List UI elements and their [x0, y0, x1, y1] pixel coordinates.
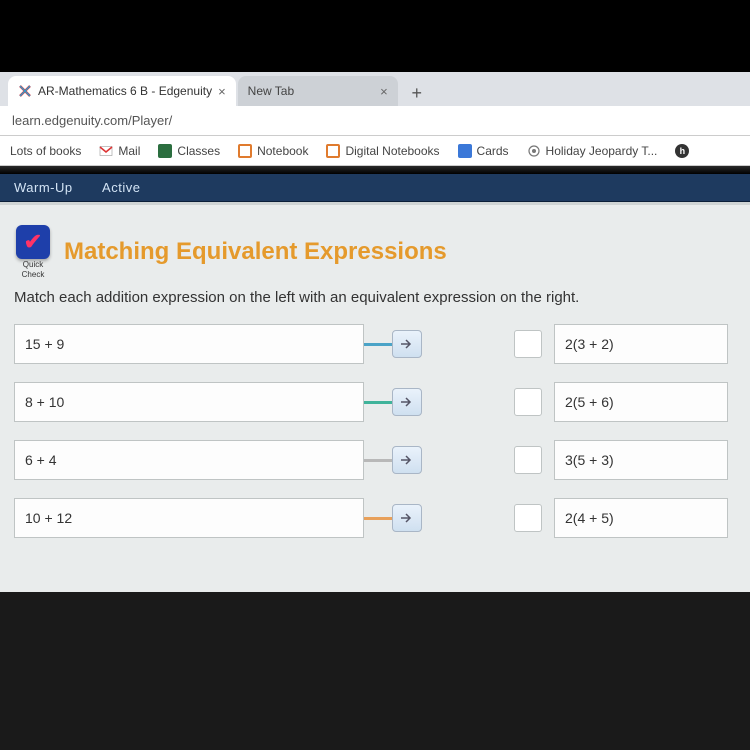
checkmark-icon: ✔: [24, 229, 42, 255]
bookmark-label: Cards: [477, 144, 509, 158]
right-expression[interactable]: 2(4 + 5): [554, 498, 728, 538]
url-text: learn.edgenuity.com/Player/: [12, 113, 172, 128]
generic-favicon: [527, 144, 541, 158]
bezel-divider: [0, 166, 750, 174]
classes-icon: [158, 144, 172, 158]
heading-row: ✔ Quick Check Matching Equivalent Expres…: [16, 225, 738, 279]
app-shell: Warm-Up Active ✔ Quick Check Matching Eq…: [0, 174, 750, 592]
left-expression[interactable]: 10 + 12: [14, 498, 364, 538]
gmail-icon: [99, 144, 113, 158]
lesson-nav: Warm-Up Active: [0, 174, 750, 202]
arrow-right-icon: [400, 338, 414, 350]
arrow-right-icon: [400, 396, 414, 408]
browser-chrome: AR-Mathematics 6 B - Edgenuity × New Tab…: [0, 72, 750, 166]
match-arrow-button[interactable]: [392, 388, 422, 416]
right-expression[interactable]: 2(5 + 6): [554, 382, 728, 422]
address-bar[interactable]: learn.edgenuity.com/Player/: [0, 106, 750, 136]
connector-line: [364, 401, 392, 404]
connector-line: [364, 517, 392, 520]
bookmark-digital-notebooks[interactable]: Digital Notebooks: [326, 144, 439, 158]
bookmark-label: Notebook: [257, 144, 308, 158]
left-expression[interactable]: 15 + 9: [14, 324, 364, 364]
page-title: Matching Equivalent Expressions: [64, 238, 447, 266]
bookmark-notebook[interactable]: Notebook: [238, 144, 308, 158]
right-expression[interactable]: 3(5 + 3): [554, 440, 728, 480]
bookmark-holiday-jeopardy[interactable]: Holiday Jeopardy T...: [527, 144, 658, 158]
quick-check-badge: ✔ Quick Check: [16, 225, 50, 279]
content-area: ✔ Quick Check Matching Equivalent Expres…: [0, 202, 750, 592]
browser-tab-inactive[interactable]: New Tab ×: [238, 76, 398, 106]
matching-area: 15 + 9 2(3 + 2) 8 + 10 2(5 + 6): [14, 320, 738, 542]
bookmark-lots-of-books[interactable]: Lots of books: [10, 144, 81, 158]
badge-label-1: Quick: [23, 260, 43, 269]
left-expression[interactable]: 8 + 10: [14, 382, 364, 422]
circle-icon: h: [675, 144, 689, 158]
match-row: 10 + 12 2(4 + 5): [14, 494, 738, 542]
match-row: 8 + 10 2(5 + 6): [14, 378, 738, 426]
cards-icon: [458, 144, 472, 158]
bookmark-classes[interactable]: Classes: [158, 144, 220, 158]
right-expression[interactable]: 2(3 + 2): [554, 324, 728, 364]
drop-target[interactable]: [514, 330, 542, 358]
bookmark-label: Digital Notebooks: [345, 144, 439, 158]
match-arrow-button[interactable]: [392, 330, 422, 358]
match-arrow-button[interactable]: [392, 446, 422, 474]
bookmark-mail[interactable]: Mail: [99, 144, 140, 158]
quick-check-icon: ✔: [16, 225, 50, 259]
drop-target[interactable]: [514, 446, 542, 474]
tab-strip: AR-Mathematics 6 B - Edgenuity × New Tab…: [0, 72, 750, 106]
edgenuity-favicon: [18, 84, 32, 98]
bookmark-cards[interactable]: Cards: [458, 144, 509, 158]
bookmarks-bar: Lots of books Mail Classes Notebook Digi…: [0, 136, 750, 166]
match-row: 6 + 4 3(5 + 3): [14, 436, 738, 484]
window-top-bezel: [0, 0, 750, 72]
connector-line: [364, 459, 392, 462]
bookmark-label: Mail: [118, 144, 140, 158]
bookmark-overflow[interactable]: h: [675, 144, 689, 158]
connector-line: [364, 343, 392, 346]
instruction-text: Match each addition expression on the le…: [14, 289, 738, 306]
badge-label-2: Check: [22, 270, 45, 279]
tab-title: AR-Mathematics 6 B - Edgenuity: [38, 84, 212, 98]
left-expression[interactable]: 6 + 4: [14, 440, 364, 480]
new-tab-button[interactable]: +: [404, 80, 430, 106]
bookmark-label: Holiday Jeopardy T...: [546, 144, 658, 158]
notebook-icon: [238, 144, 252, 158]
nav-active[interactable]: Active: [102, 180, 140, 195]
match-row: 15 + 9 2(3 + 2): [14, 320, 738, 368]
browser-tab-active[interactable]: AR-Mathematics 6 B - Edgenuity ×: [8, 76, 236, 106]
arrow-right-icon: [400, 512, 414, 524]
nav-warmup[interactable]: Warm-Up: [14, 180, 73, 195]
drop-target[interactable]: [514, 504, 542, 532]
arrow-right-icon: [400, 454, 414, 466]
drop-target[interactable]: [514, 388, 542, 416]
tab-title: New Tab: [248, 84, 294, 98]
tab-close-icon[interactable]: ×: [380, 84, 388, 99]
notebook-icon: [326, 144, 340, 158]
tab-close-icon[interactable]: ×: [218, 84, 226, 99]
bookmark-label: Lots of books: [10, 144, 81, 158]
match-arrow-button[interactable]: [392, 504, 422, 532]
bookmark-label: Classes: [177, 144, 220, 158]
